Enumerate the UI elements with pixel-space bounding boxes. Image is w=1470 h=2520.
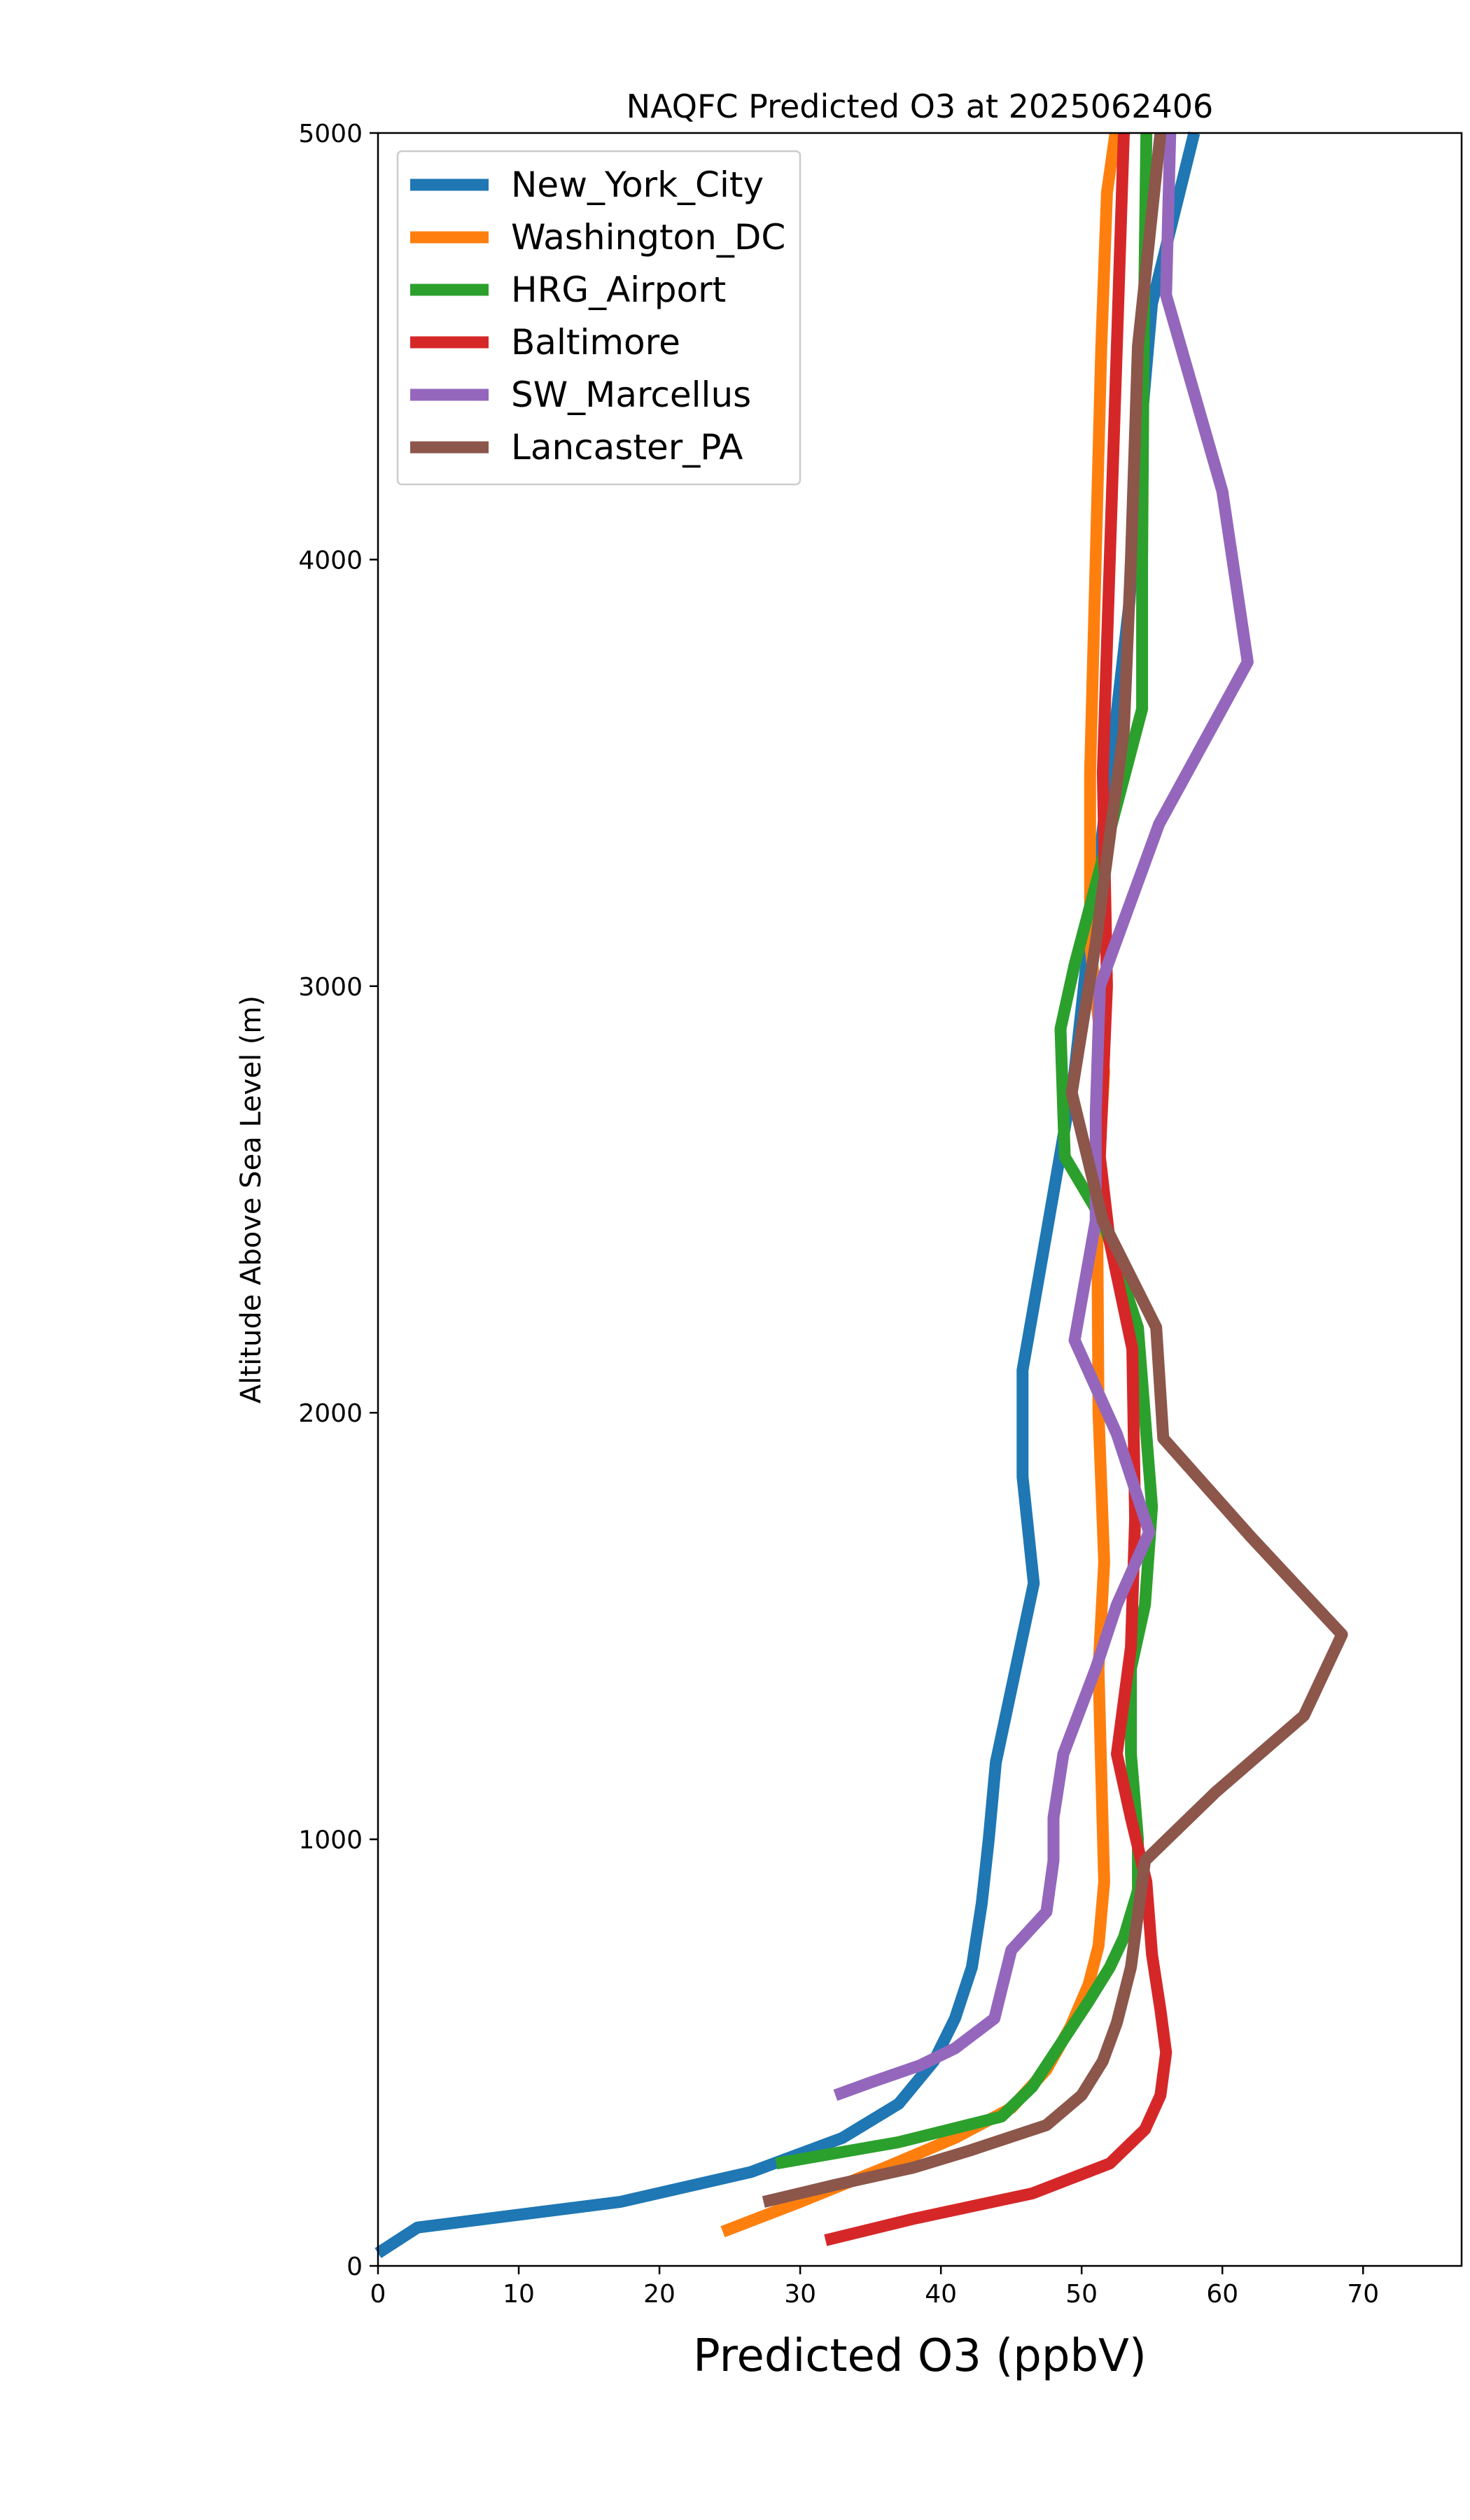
y-tick-label: 0 (346, 2253, 363, 2281)
x-tick-label: 50 (1065, 2280, 1098, 2309)
y-tick-label: 4000 (298, 546, 363, 575)
legend-label: New_York_City (511, 164, 764, 205)
legend-label: HRG_Airport (511, 270, 726, 310)
legend-box (396, 150, 802, 486)
y-tick-label: 3000 (298, 973, 363, 1002)
legend-label: Washington_DC (511, 217, 785, 258)
x-axis-label: Predicted O3 (ppbV) (693, 2330, 1147, 2382)
series-line-sw-marcellus (833, 132, 1254, 2101)
y-tick-label: 5000 (298, 120, 363, 148)
legend-label: SW_Marcellus (511, 374, 751, 415)
legend-label: Lancaster_PA (511, 427, 743, 468)
series-line-new-york-city (374, 131, 1200, 2258)
x-axis: 0 10 20 30 40 50 60 70 (370, 2266, 1379, 2309)
chart-title: NAQFC Predicted O3 at 2025062406 (626, 88, 1214, 125)
x-tick-label: 0 (370, 2280, 386, 2309)
y-axis-label: Altitude Above Sea Level (m) (235, 995, 267, 1404)
x-tick-label: 30 (784, 2280, 816, 2309)
series-layer (374, 131, 1348, 2258)
y-tick-label: 2000 (298, 1399, 363, 1428)
series-line-lancaster-pa (762, 132, 1348, 2208)
legend: New_York_City Washington_DC HRG_Airport Bal… (396, 150, 802, 486)
y-axis: 0 1000 2000 3000 4000 5000 (298, 120, 378, 2281)
y-tick-label: 1000 (298, 1826, 363, 1855)
legend-label: Baltimore (511, 322, 680, 363)
x-tick-label: 10 (503, 2280, 535, 2309)
x-tick-label: 70 (1347, 2280, 1379, 2309)
x-tick-label: 20 (643, 2280, 676, 2309)
x-tick-label: 40 (925, 2280, 957, 2309)
plot-frame (377, 132, 1463, 2267)
x-tick-label: 60 (1206, 2280, 1238, 2309)
